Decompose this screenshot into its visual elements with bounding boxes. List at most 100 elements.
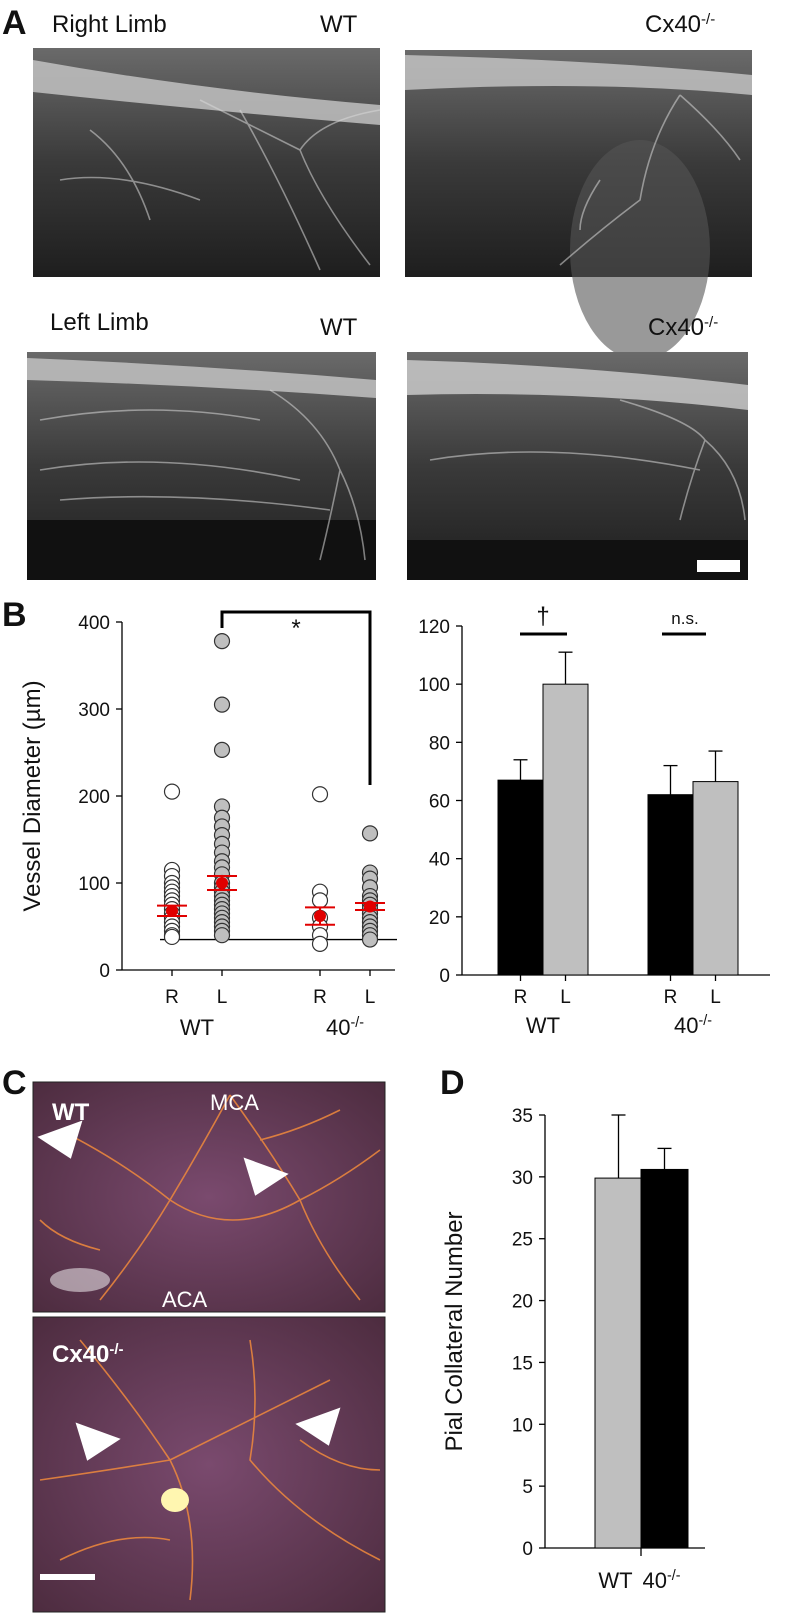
y-axis-label: Pial Collateral Number	[441, 1211, 468, 1451]
arrowhead	[295, 1407, 341, 1446]
scale-bar	[697, 560, 740, 572]
mean-point	[364, 900, 376, 913]
y-axis-label: Vessel Diameter (µm)	[19, 680, 46, 911]
annotation: *	[291, 615, 300, 642]
y-tick-label: 30	[512, 1168, 533, 1189]
x-tick-label: R	[313, 987, 327, 1008]
xray-image	[407, 352, 748, 580]
y-tick-label: 80	[429, 733, 450, 754]
data-point	[311, 892, 329, 909]
label-main: 40	[674, 1013, 698, 1038]
panel-letter: D	[440, 1064, 465, 1102]
photo-label: Cx40-/-	[52, 1341, 124, 1369]
x-tick-label: R	[165, 987, 179, 1008]
label-main: Cx40	[648, 314, 704, 341]
bar	[542, 683, 589, 976]
panel-letter: A	[2, 4, 27, 42]
data-point	[213, 633, 231, 650]
y-tick-label: 400	[78, 613, 110, 634]
label-main: 40	[326, 1015, 350, 1040]
data-point	[213, 927, 231, 944]
y-tick-label: 100	[78, 874, 110, 895]
significance-bracket	[220, 610, 372, 785]
label-main: WT	[526, 1013, 560, 1038]
y-tick-label: 100	[418, 675, 450, 696]
x-tick-label: R	[514, 987, 528, 1008]
y-tick-label: 120	[418, 617, 450, 638]
superscript: -/-	[109, 1341, 123, 1358]
bar	[647, 794, 694, 976]
y-tick-label: 0	[522, 1539, 533, 1560]
arrowhead	[37, 1120, 83, 1159]
x-tick-label: L	[217, 987, 228, 1008]
image-label: WT	[320, 314, 358, 341]
annotation: n.s.	[671, 609, 698, 628]
scale-bar	[40, 1574, 95, 1580]
axis-label: WT	[526, 1013, 560, 1038]
error-bar	[513, 759, 528, 781]
label-main: WT	[598, 1568, 632, 1593]
data-point	[361, 931, 379, 948]
y-tick-label: 20	[512, 1292, 533, 1313]
photo-label: ACA	[162, 1287, 208, 1312]
bar	[692, 781, 739, 976]
image-label: Right Limb	[52, 11, 167, 38]
pia-photo	[32, 1081, 386, 1313]
data-point	[163, 783, 181, 800]
x-tick-label: L	[365, 987, 376, 1008]
y-tick-label: 20	[429, 908, 450, 929]
superscript: -/-	[698, 1013, 712, 1029]
error-bar	[558, 651, 573, 685]
arrowhead	[243, 1157, 289, 1196]
axis-label: 40-/-	[643, 1568, 681, 1593]
data-point	[311, 935, 329, 953]
superscript: -/-	[667, 1568, 681, 1584]
label-main: Cx40	[645, 11, 701, 38]
panel-letter: B	[2, 596, 27, 634]
data-point	[213, 696, 231, 713]
y-tick-label: 60	[429, 792, 450, 813]
y-tick-label: 25	[512, 1230, 533, 1251]
y-tick-label: 0	[439, 966, 450, 987]
bar	[497, 779, 544, 976]
mean-point	[216, 877, 228, 889]
y-tick-label: 300	[78, 700, 110, 721]
panel-letter: C	[2, 1064, 27, 1102]
xray-image	[27, 352, 376, 580]
data-point	[213, 741, 231, 758]
xray-image	[405, 50, 752, 360]
error-bar	[663, 764, 678, 795]
superscript: -/-	[350, 1015, 364, 1031]
error-bar	[611, 1114, 626, 1179]
y-tick-label: 200	[78, 787, 110, 808]
annotation: †	[536, 603, 549, 630]
photo-label: MCA	[210, 1090, 259, 1115]
error-bar	[657, 1147, 672, 1170]
image-label: Cx40-/-	[648, 314, 718, 342]
y-tick-label: 35	[512, 1106, 533, 1127]
xray-image	[33, 48, 381, 277]
y-tick-label: 10	[512, 1415, 533, 1436]
error-bar	[708, 750, 723, 782]
mean-point	[314, 910, 326, 923]
photo-label: WT	[52, 1099, 90, 1126]
data-point	[311, 786, 329, 803]
x-tick-label: L	[560, 987, 571, 1008]
image-label: Left Limb	[50, 309, 149, 336]
pia-photo	[32, 1316, 386, 1613]
data-point	[163, 928, 181, 946]
label-main: Cx40	[52, 1341, 109, 1368]
y-tick-label: 15	[512, 1353, 533, 1374]
mean-point	[166, 904, 178, 917]
axis-label: WT	[598, 1568, 632, 1593]
image-label: Cx40-/-	[645, 11, 715, 39]
data-point	[361, 825, 379, 842]
x-tick-label: L	[710, 987, 721, 1008]
bar	[594, 1177, 643, 1549]
label-main: 40	[643, 1568, 667, 1593]
image-label: WT	[320, 11, 358, 38]
y-tick-label: 0	[99, 961, 110, 982]
label-main: WT	[180, 1015, 214, 1040]
